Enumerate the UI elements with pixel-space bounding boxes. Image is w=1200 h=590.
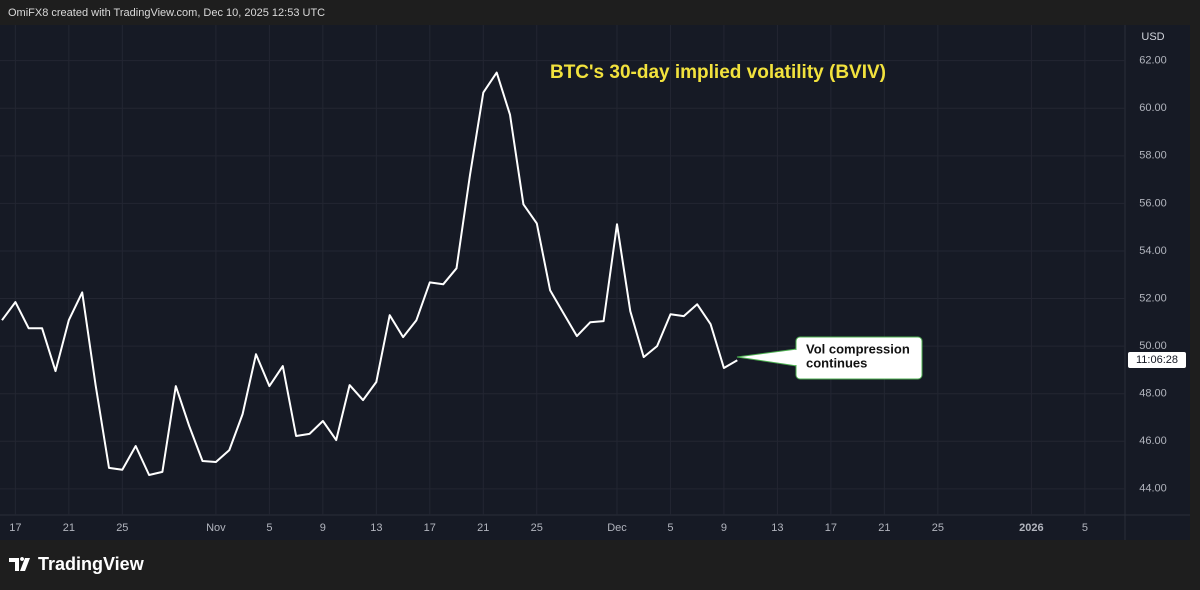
header: OmiFX8 created with TradingView.com, Dec…	[8, 7, 325, 19]
callout-text: continues	[806, 355, 867, 370]
y-tick-label: 44.00	[1139, 483, 1167, 495]
y-tick-label: 50.00	[1139, 340, 1167, 352]
x-tick-label: 13	[771, 522, 783, 534]
logo: TradingView	[9, 554, 145, 574]
callout-text: Vol compression	[806, 341, 910, 356]
logo-text: TradingView	[38, 554, 145, 574]
chart-pane	[0, 25, 1190, 540]
x-tick-label: 21	[63, 522, 75, 534]
y-tick-label: 54.00	[1139, 245, 1167, 257]
x-tick-label: Nov	[206, 522, 226, 534]
x-tick-label: 17	[424, 522, 436, 534]
y-tick-label: 56.00	[1139, 197, 1167, 209]
x-tick-label: 17	[9, 522, 21, 534]
y-tick-label: 62.00	[1139, 55, 1167, 67]
y-tick-label: 46.00	[1139, 435, 1167, 447]
x-tick-label: 5	[266, 522, 272, 534]
countdown: 11:06:28	[1136, 354, 1178, 366]
y-tick-label: 48.00	[1139, 388, 1167, 400]
x-tick-label: 2026	[1019, 522, 1043, 534]
line	[1, 71, 738, 476]
x-tick-label: 5	[667, 522, 673, 534]
chart-title: BTC's 30-day implied volatility (BVIV)	[550, 62, 886, 83]
y-tick-label: 58.00	[1139, 150, 1167, 162]
x-tick-label: 25	[116, 522, 128, 534]
countdown-box	[1128, 352, 1186, 368]
x-tick-label: 5	[1082, 522, 1088, 534]
x-tick-label: 25	[932, 522, 944, 534]
x-tick-label: 21	[477, 522, 489, 534]
logo-icon	[9, 557, 30, 571]
x-tick-label: 9	[320, 522, 326, 534]
x-tick-label: 9	[721, 522, 727, 534]
x-tick-label: Dec	[607, 522, 627, 534]
callout: Vol compression continues	[736, 336, 923, 380]
currency: USD	[1141, 31, 1164, 43]
y-tick-label: 52.00	[1139, 292, 1167, 304]
callout-joint	[795, 350, 799, 365]
x-tick-label: 25	[531, 522, 543, 534]
x-tick-label: 13	[370, 522, 382, 534]
y-tick-label: 60.00	[1139, 102, 1167, 114]
x-tick-label: 17	[825, 522, 837, 534]
x-tick-label: 21	[878, 522, 890, 534]
